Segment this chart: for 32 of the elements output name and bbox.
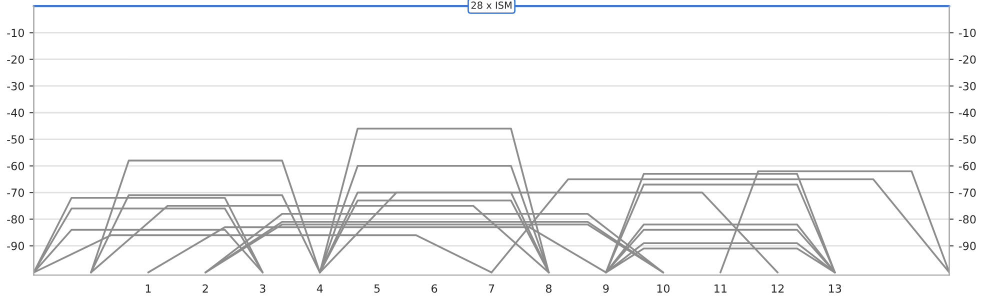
y2-tick-label: -90 xyxy=(958,242,976,250)
x-tick-label: 3 xyxy=(260,284,266,293)
y-tick-label: -90 xyxy=(7,242,24,250)
y2-tick-label: -30 xyxy=(958,82,976,90)
y2-tick-label: -50 xyxy=(958,135,976,144)
x-tick-label: 1 xyxy=(146,284,151,293)
y2-tick-label: -80 xyxy=(958,215,976,224)
x-tick-label: 5 xyxy=(374,284,380,293)
y2-tick-label: -70 xyxy=(958,188,976,197)
x-tick-label: 13 xyxy=(829,284,842,293)
y2-tick-label: -40 xyxy=(958,108,976,118)
y-tick-label: -20 xyxy=(7,55,24,64)
y-tick-label: -50 xyxy=(7,135,24,144)
x-tick-label: 7 xyxy=(488,284,494,293)
x-tick-label: 10 xyxy=(657,284,670,293)
x-tick-label: 4 xyxy=(316,284,323,293)
y-tick-label: -80 xyxy=(7,215,24,224)
x-tick-label: 11 xyxy=(714,284,726,293)
y2-tick-label: -60 xyxy=(958,162,976,170)
y-tick-label: -60 xyxy=(7,162,24,170)
x-tick-label: 12 xyxy=(772,284,784,293)
y-tick-label: -10 xyxy=(7,28,24,38)
x-tick-label: 8 xyxy=(546,284,552,293)
x-tick-label: 6 xyxy=(432,284,438,293)
y-tick-label: -70 xyxy=(7,188,24,197)
ref-line-label: 28 x ISM xyxy=(471,2,512,9)
y-tick-label: -30 xyxy=(7,82,24,90)
y-tick-label: -40 xyxy=(7,108,24,118)
y2-tick-label: -10 xyxy=(958,28,976,38)
y2-tick-label: -20 xyxy=(958,55,976,64)
x-tick-label: 2 xyxy=(202,284,208,293)
x-tick-label: 9 xyxy=(603,284,609,293)
